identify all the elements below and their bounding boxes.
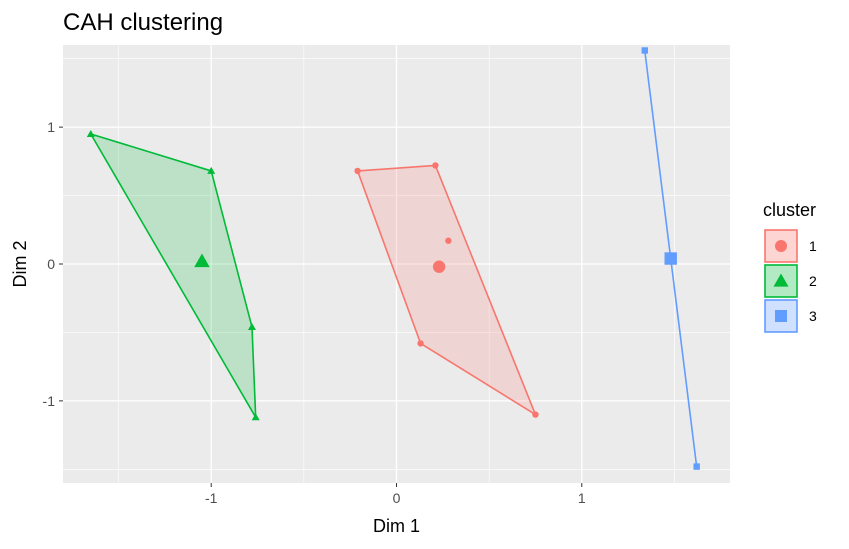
y-tick-label: 1 (47, 119, 55, 135)
y-tick-label: 0 (47, 256, 55, 272)
legend-key-3-symbol (775, 310, 787, 322)
y-tick-label: -1 (43, 393, 56, 409)
legend-label-1: 1 (809, 238, 817, 254)
legend-key-1-symbol (775, 240, 787, 252)
cluster-1-point (354, 167, 361, 175)
chart-title: CAH clustering (63, 9, 223, 36)
cluster-1-point (417, 340, 424, 347)
cluster-2-point (251, 413, 260, 421)
cluster-1-point (432, 162, 439, 169)
legend-label-3: 3 (809, 308, 817, 324)
legend: 1 2 3 (764, 229, 817, 333)
cluster-2-point (207, 166, 216, 174)
y-axis-title: Dim 2 (10, 240, 30, 287)
cluster-3-center (664, 252, 677, 265)
legend-label-2: 2 (809, 273, 817, 289)
x-tick-label: 0 (393, 490, 401, 506)
cluster-2-point (247, 322, 256, 330)
legend-title: cluster (763, 200, 816, 220)
cluster-1-point (445, 237, 452, 244)
legend-key-2-symbol (773, 273, 789, 287)
cluster-3-point (641, 47, 648, 54)
y-axis: -1 0 1 (43, 119, 63, 409)
cluster-2-point (86, 129, 95, 137)
grid-major (63, 45, 730, 483)
cluster-3-point (693, 463, 700, 470)
x-tick-label: 1 (578, 490, 586, 506)
x-axis-title: Dim 1 (373, 516, 420, 536)
cluster-centers (194, 252, 677, 273)
data-points (86, 47, 700, 470)
cluster-2-center (194, 253, 210, 268)
cluster-1-center (432, 260, 446, 273)
x-axis: -1 0 1 (205, 483, 586, 506)
cluster-1-point (532, 411, 539, 418)
x-tick-label: -1 (205, 490, 218, 506)
